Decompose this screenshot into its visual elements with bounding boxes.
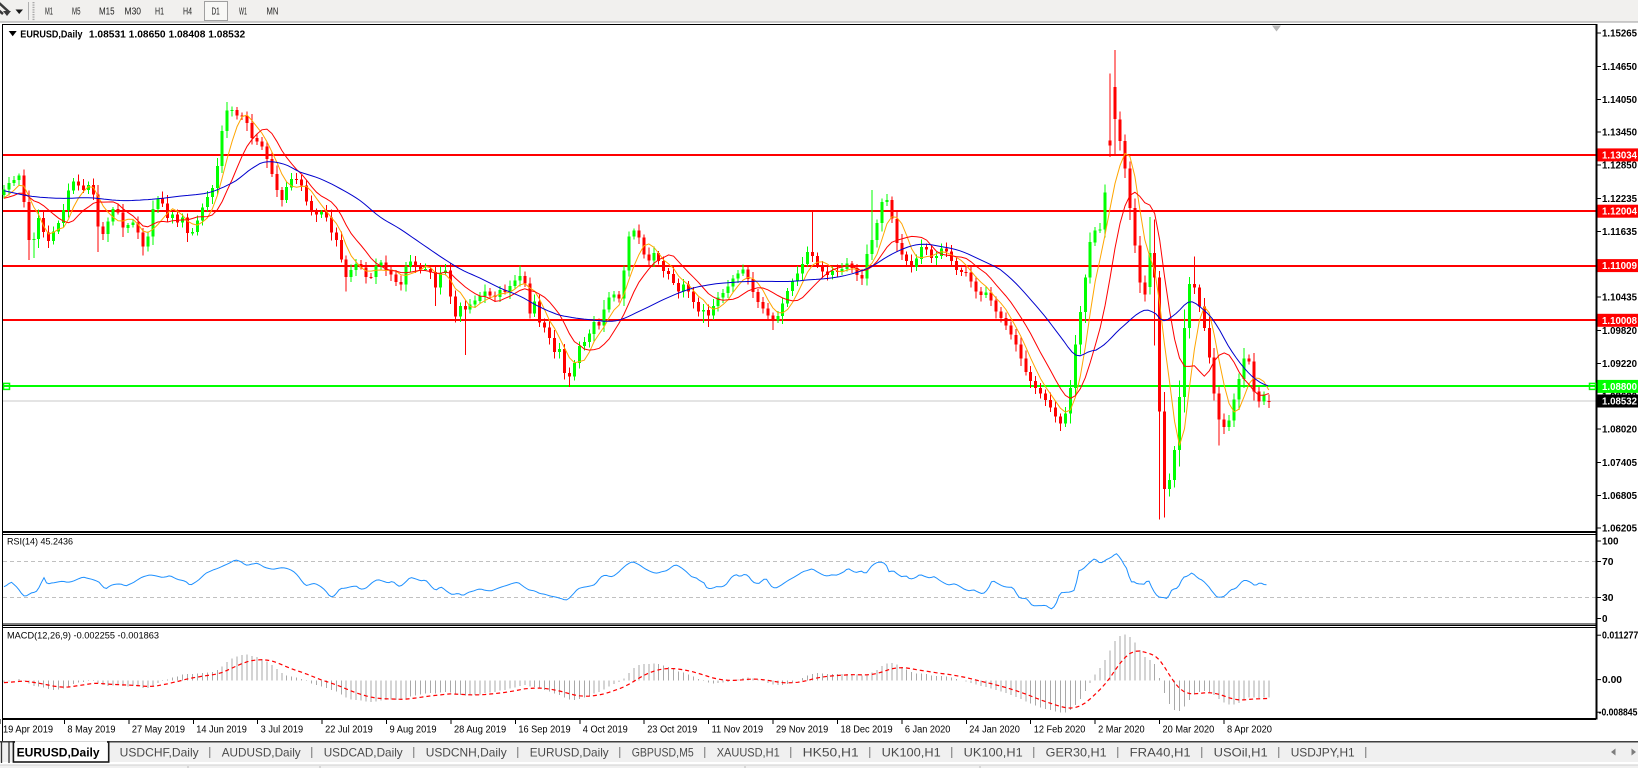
svg-text:8 May 2019: 8 May 2019 xyxy=(67,725,115,736)
svg-text:1.11009: 1.11009 xyxy=(1602,261,1637,272)
svg-text:1.10008: 1.10008 xyxy=(1602,316,1637,327)
svg-text:29 Nov 2019: 29 Nov 2019 xyxy=(776,725,829,736)
svg-text:USDJPY,H1: USDJPY,H1 xyxy=(1291,746,1355,760)
svg-text:MN: MN xyxy=(267,7,279,18)
svg-text:EURUSD,Daily: EURUSD,Daily xyxy=(17,746,100,760)
svg-text:UK100,H1: UK100,H1 xyxy=(882,746,941,760)
svg-text:4 Oct 2019: 4 Oct 2019 xyxy=(583,725,628,736)
svg-text:70: 70 xyxy=(1602,557,1614,568)
svg-text:1.14650: 1.14650 xyxy=(1602,62,1637,73)
svg-text:1.12235: 1.12235 xyxy=(1602,194,1637,205)
svg-text:14 Jun 2019: 14 Jun 2019 xyxy=(196,725,247,736)
svg-text:H1: H1 xyxy=(155,7,164,18)
svg-text:8 Apr 2020: 8 Apr 2020 xyxy=(1227,725,1272,736)
svg-text:30: 30 xyxy=(1602,593,1614,604)
svg-text:1.15265: 1.15265 xyxy=(1602,29,1637,40)
svg-text:100: 100 xyxy=(1602,537,1619,548)
svg-text:MACD(12,26,9) -0.002255 -0.001: MACD(12,26,9) -0.002255 -0.001863 xyxy=(7,631,159,642)
svg-text:1.09820: 1.09820 xyxy=(1602,326,1637,337)
svg-text:2 Mar 2020: 2 Mar 2020 xyxy=(1098,725,1145,736)
svg-text:1.08020: 1.08020 xyxy=(1602,425,1637,436)
svg-text:0: 0 xyxy=(1602,614,1608,625)
svg-text:USDCAD,Daily: USDCAD,Daily xyxy=(324,746,403,760)
svg-text:18 Dec 2019: 18 Dec 2019 xyxy=(840,725,893,736)
svg-text:24 Jan 2020: 24 Jan 2020 xyxy=(969,725,1020,736)
svg-text:28 Aug 2019: 28 Aug 2019 xyxy=(454,725,507,736)
svg-text:11 Nov 2019: 11 Nov 2019 xyxy=(712,725,764,736)
svg-text:GER30,H1: GER30,H1 xyxy=(1046,746,1107,760)
svg-text:-0.008845: -0.008845 xyxy=(1599,708,1638,719)
svg-text:M15: M15 xyxy=(99,7,115,18)
svg-text:USDCHF,Daily: USDCHF,Daily xyxy=(120,746,199,760)
svg-text:HK50,H1: HK50,H1 xyxy=(803,746,859,760)
svg-text:19 Apr 2019: 19 Apr 2019 xyxy=(3,725,54,736)
svg-text:1.12004: 1.12004 xyxy=(1602,207,1637,218)
svg-text:H4: H4 xyxy=(183,7,192,18)
svg-text:EURUSD,Daily: EURUSD,Daily xyxy=(530,746,609,760)
svg-text:1.06805: 1.06805 xyxy=(1602,491,1637,502)
svg-text:27 May 2019: 27 May 2019 xyxy=(132,725,186,736)
svg-text:FRA40,H1: FRA40,H1 xyxy=(1130,746,1191,760)
svg-text:1.07405: 1.07405 xyxy=(1602,458,1637,469)
svg-text:16 Sep 2019: 16 Sep 2019 xyxy=(518,725,571,736)
svg-text:1.08532: 1.08532 xyxy=(1602,397,1637,408)
svg-text:EURUSD,Daily: EURUSD,Daily xyxy=(20,29,82,41)
svg-text:AUDUSD,Daily: AUDUSD,Daily xyxy=(222,746,301,760)
svg-text:1.10435: 1.10435 xyxy=(1602,293,1637,304)
svg-text:12 Feb 2020: 12 Feb 2020 xyxy=(1034,725,1086,736)
svg-text:6 Jan 2020: 6 Jan 2020 xyxy=(905,725,951,736)
svg-text:1.06205: 1.06205 xyxy=(1602,524,1637,535)
svg-text:20 Mar 2020: 20 Mar 2020 xyxy=(1163,725,1215,736)
svg-text:GBPUSD,M5: GBPUSD,M5 xyxy=(632,746,694,760)
svg-text:W1: W1 xyxy=(239,7,247,18)
svg-text:1.09220: 1.09220 xyxy=(1602,359,1637,370)
svg-text:1.14050: 1.14050 xyxy=(1602,95,1637,106)
svg-text:XAUUSD,H1: XAUUSD,H1 xyxy=(717,746,780,760)
svg-text:M30: M30 xyxy=(125,7,142,18)
svg-text:D1: D1 xyxy=(212,7,221,18)
svg-text:23 Oct 2019: 23 Oct 2019 xyxy=(647,725,698,736)
svg-text:0.00: 0.00 xyxy=(1602,675,1622,686)
svg-text:1.08531 1.08650 1.08408 1.0853: 1.08531 1.08650 1.08408 1.08532 xyxy=(89,29,245,41)
svg-text:1.13450: 1.13450 xyxy=(1602,128,1637,139)
svg-text:0.011277: 0.011277 xyxy=(1602,631,1638,642)
svg-text:RSI(14) 45.2436: RSI(14) 45.2436 xyxy=(7,537,73,548)
svg-text:M1: M1 xyxy=(45,7,53,18)
svg-text:1.12850: 1.12850 xyxy=(1602,161,1637,172)
svg-text:22 Jul 2019: 22 Jul 2019 xyxy=(325,725,373,736)
svg-text:M5: M5 xyxy=(72,7,81,18)
svg-text:UK100,H1: UK100,H1 xyxy=(964,746,1023,760)
svg-text:USOil,H1: USOil,H1 xyxy=(1214,746,1268,760)
svg-text:9 Aug 2019: 9 Aug 2019 xyxy=(390,725,438,736)
svg-text:1.11635: 1.11635 xyxy=(1602,227,1637,238)
svg-text:1.08800: 1.08800 xyxy=(1602,382,1637,393)
svg-text:3 Jul 2019: 3 Jul 2019 xyxy=(261,725,304,736)
svg-text:USDCNH,Daily: USDCNH,Daily xyxy=(426,746,507,760)
svg-text:1.13034: 1.13034 xyxy=(1602,150,1637,161)
